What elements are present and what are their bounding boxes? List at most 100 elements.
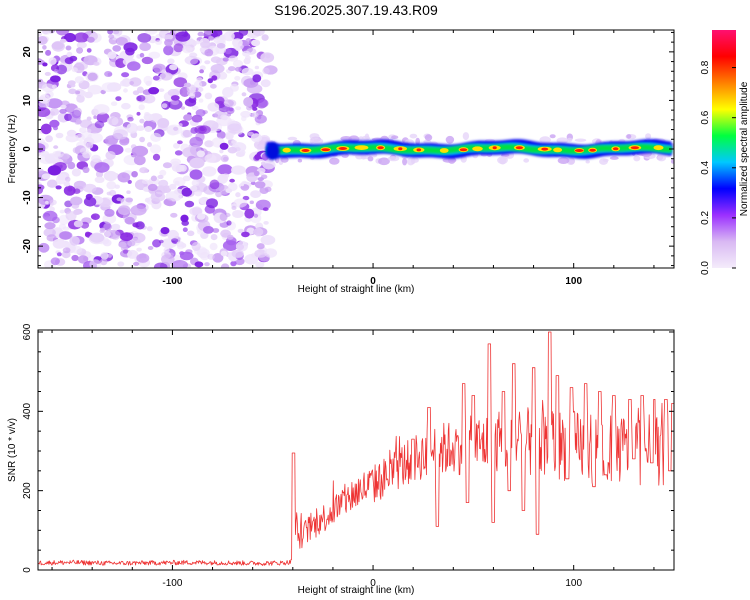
noise-blob bbox=[118, 241, 127, 248]
noise-blob bbox=[253, 140, 267, 150]
noise-blob bbox=[96, 112, 110, 123]
signal-halo-blob bbox=[523, 158, 530, 163]
noise-blob bbox=[167, 58, 175, 65]
noise-blob bbox=[250, 133, 262, 143]
noise-blob bbox=[94, 120, 105, 129]
noise-blob bbox=[71, 254, 79, 262]
noise-blob bbox=[68, 88, 77, 95]
noise-blob bbox=[216, 131, 226, 139]
noise-blob bbox=[150, 175, 157, 182]
signal-halo-blob bbox=[387, 156, 400, 162]
noise-blob bbox=[76, 41, 87, 49]
noise-blob bbox=[59, 108, 67, 114]
noise-blob bbox=[124, 147, 133, 153]
noise-blob bbox=[181, 187, 193, 197]
noise-blob bbox=[159, 169, 167, 176]
noise-blob bbox=[110, 230, 121, 240]
noise-blob bbox=[196, 77, 203, 82]
noise-blob bbox=[233, 59, 243, 68]
noise-blob bbox=[83, 196, 97, 207]
noise-blob bbox=[65, 45, 72, 51]
noise-blob bbox=[182, 227, 188, 232]
noise-blob bbox=[264, 186, 272, 192]
noise-blob bbox=[70, 83, 76, 88]
noise-blob bbox=[117, 172, 131, 183]
noise-blob bbox=[260, 174, 268, 180]
noise-blob bbox=[199, 251, 210, 261]
noise-blob bbox=[153, 262, 168, 268]
noise-blob bbox=[45, 135, 53, 143]
noise-blob bbox=[136, 111, 141, 116]
noise-blob bbox=[233, 198, 248, 208]
signal-halo-blob bbox=[609, 156, 619, 160]
signal-hotspot-red bbox=[492, 146, 497, 150]
noise-blob bbox=[171, 238, 179, 243]
noise-blob bbox=[66, 51, 73, 58]
noise-blob bbox=[86, 116, 92, 122]
snr-y-label: SNR (10 * v/v) bbox=[7, 418, 18, 482]
noise-blob bbox=[194, 125, 207, 134]
signal-hotspot-yellow bbox=[439, 148, 449, 153]
noise-blob bbox=[219, 213, 228, 221]
noise-blob bbox=[59, 231, 73, 240]
signal-halo-blob bbox=[358, 136, 364, 141]
noise-blob bbox=[63, 181, 70, 187]
snr-x-axis: -100 0 100 bbox=[51, 330, 655, 589]
noise-blob bbox=[204, 140, 214, 148]
noise-blob bbox=[59, 209, 65, 214]
noise-blob bbox=[246, 83, 263, 94]
signal-halo-blob bbox=[462, 132, 470, 141]
noise-blob bbox=[55, 132, 64, 139]
noise-blob bbox=[133, 261, 140, 266]
noise-blob bbox=[173, 43, 184, 53]
spectrogram-y-tick-label: 20 bbox=[22, 46, 33, 58]
noise-blob bbox=[146, 226, 153, 232]
noise-blob bbox=[136, 253, 150, 263]
noise-blob bbox=[262, 159, 275, 170]
noise-blob bbox=[87, 132, 103, 143]
noise-blob bbox=[120, 232, 133, 242]
noise-blob bbox=[189, 157, 205, 169]
noise-blob bbox=[189, 207, 203, 216]
noise-blob bbox=[170, 95, 180, 101]
signal-halo-blob bbox=[557, 157, 570, 165]
noise-blob bbox=[100, 258, 108, 266]
noise-blob bbox=[42, 62, 48, 67]
noise-blob bbox=[226, 220, 232, 226]
noise-blob bbox=[51, 40, 65, 52]
noise-blob bbox=[194, 190, 203, 197]
noise-blob bbox=[161, 254, 175, 265]
signal-hotspot-red bbox=[541, 147, 549, 151]
noise-blob bbox=[256, 243, 265, 250]
signal-halo-blob bbox=[424, 134, 433, 141]
noise-blob bbox=[176, 241, 185, 248]
noise-blob bbox=[249, 200, 254, 205]
signal-hotspot-red bbox=[301, 149, 310, 152]
noise-blob bbox=[108, 34, 115, 39]
noise-blob bbox=[222, 57, 229, 62]
noise-blob bbox=[143, 113, 154, 122]
noise-blob bbox=[75, 118, 82, 125]
noise-blob bbox=[121, 72, 130, 78]
noise-blob bbox=[199, 69, 205, 74]
noise-blob bbox=[231, 165, 246, 175]
noise-blob bbox=[254, 114, 267, 124]
noise-blob bbox=[169, 64, 178, 71]
noise-blob bbox=[250, 190, 262, 199]
noise-blob bbox=[147, 183, 158, 192]
signal-halo-blob bbox=[633, 155, 641, 162]
noise-blob bbox=[204, 49, 214, 57]
noise-blob bbox=[153, 65, 163, 73]
noise-blob bbox=[89, 232, 105, 243]
snr-y-axis: 0 200 400 600 bbox=[22, 323, 674, 573]
colorbar-tick-label: 0.6 bbox=[700, 110, 711, 124]
noise-blob bbox=[243, 97, 254, 107]
noise-blob bbox=[240, 110, 252, 118]
spectrogram-y-label: Frequency (Hz) bbox=[7, 115, 18, 184]
signal-hotspot-yellow bbox=[282, 147, 291, 153]
signal-halo-blob bbox=[297, 158, 303, 163]
noise-blob bbox=[136, 247, 142, 252]
noise-blob bbox=[207, 102, 220, 112]
noise-region bbox=[38, 30, 278, 268]
